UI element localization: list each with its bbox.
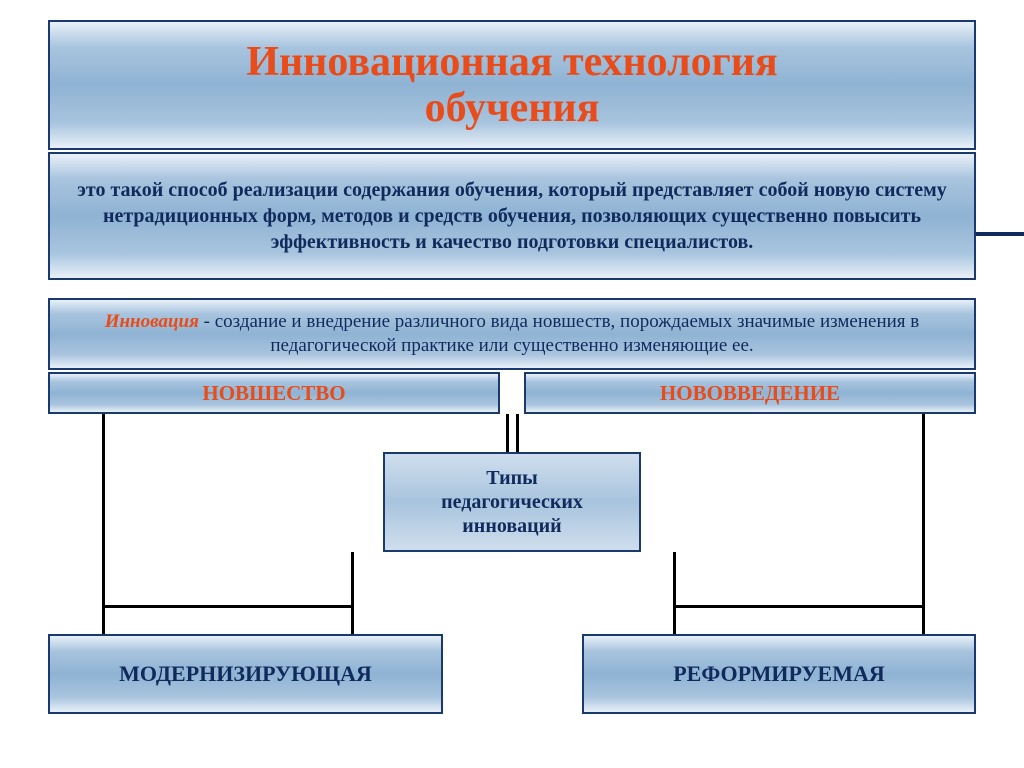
reforming-box: РЕФОРМИРУЕМАЯ — [582, 634, 976, 714]
title-line2: обучения — [425, 85, 600, 131]
connector-down-right — [673, 605, 676, 634]
types-line1: Типы — [486, 466, 538, 490]
definition-text: это такой способ реализации содержания о… — [66, 177, 958, 255]
connector-h-right — [673, 605, 925, 608]
innovation-box: Инновация - создание и внедрение различн… — [48, 298, 976, 370]
side-stub — [976, 232, 1024, 236]
connector-v1 — [506, 414, 509, 452]
connector-types-left — [351, 552, 354, 608]
types-box: Типы педагогических инноваций — [383, 452, 641, 552]
connector-left-vertical — [102, 414, 105, 634]
innovation-text: Инновация - создание и внедрение различн… — [62, 310, 962, 358]
types-line2: педагогических — [441, 490, 583, 514]
connector-h-left — [102, 605, 354, 608]
novelty-right-box: НОВОВВЕДЕНИЕ — [524, 372, 976, 414]
types-line3: инноваций — [462, 514, 561, 538]
modernizing-label: МОДЕРНИЗИРУЮЩАЯ — [119, 661, 372, 687]
title-box: Инновационная технология обучения — [48, 20, 976, 150]
innovation-highlight: Инновация — [105, 311, 199, 332]
connector-types-right — [673, 552, 676, 608]
connector-right-vertical — [922, 414, 925, 634]
connector-v2 — [516, 414, 519, 452]
reforming-label: РЕФОРМИРУЕМАЯ — [673, 661, 885, 687]
connector-down-left — [351, 605, 354, 634]
novelty-right-label: НОВОВВЕДЕНИЕ — [660, 381, 840, 406]
title-line1: Инновационная технология — [246, 39, 777, 85]
modernizing-box: МОДЕРНИЗИРУЮЩАЯ — [48, 634, 443, 714]
novelty-left-box: НОВШЕСТВО — [48, 372, 500, 414]
novelty-left-label: НОВШЕСТВО — [202, 381, 345, 406]
innovation-body: - создание и внедрение различного вида н… — [199, 311, 919, 356]
definition-box: это такой способ реализации содержания о… — [48, 152, 976, 280]
